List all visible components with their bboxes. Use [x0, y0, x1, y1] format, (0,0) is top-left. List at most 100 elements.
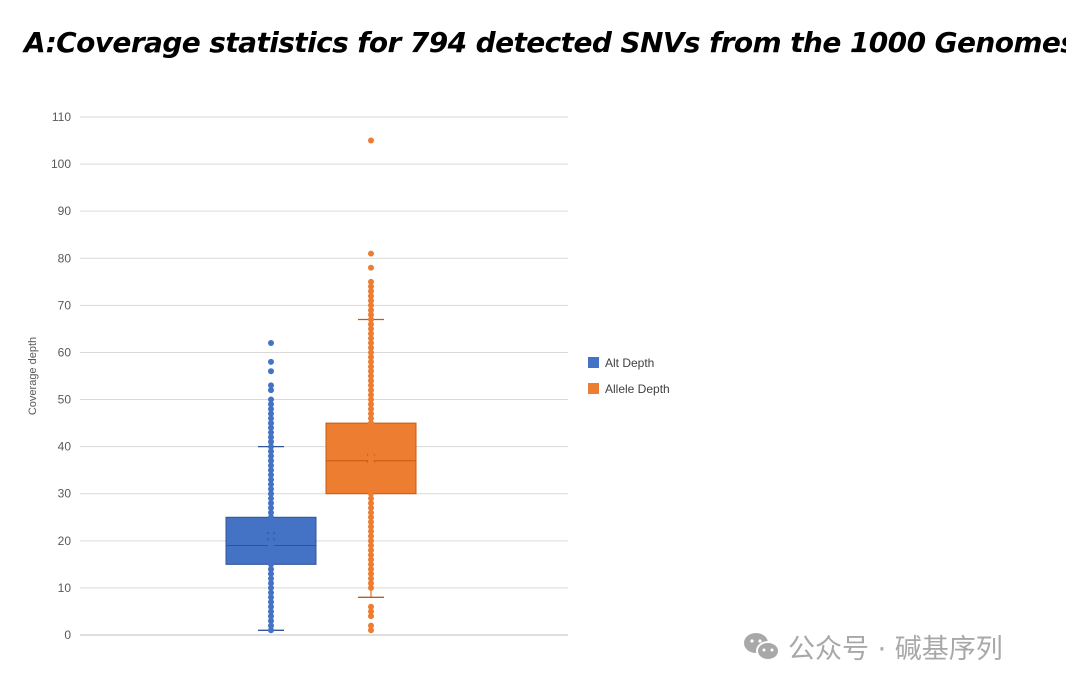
data-point [268, 608, 274, 615]
data-point [268, 622, 274, 629]
data-point [368, 514, 374, 521]
y-tick-label: 20 [58, 534, 72, 548]
data-point [268, 438, 274, 445]
data-point [268, 627, 274, 634]
data-point [368, 311, 374, 318]
data-point [268, 566, 274, 573]
data-point [368, 622, 374, 629]
data-point [268, 429, 274, 436]
data-point [268, 424, 274, 431]
data-point [368, 481, 374, 488]
data-point [368, 561, 374, 568]
y-tick-label: 70 [58, 298, 72, 312]
data-point [368, 448, 374, 455]
data-point [268, 523, 274, 530]
data-point [368, 307, 374, 314]
data-point [268, 358, 274, 365]
data-point [368, 457, 374, 464]
data-point [268, 575, 274, 582]
data-point [368, 387, 374, 394]
data-point [268, 533, 274, 540]
data-point [368, 575, 374, 582]
data-point [368, 495, 374, 502]
data-point [268, 547, 274, 554]
data-point [268, 467, 274, 474]
y-tick-label: 110 [52, 110, 71, 124]
data-point [368, 627, 374, 634]
data-point [368, 500, 374, 507]
data-point [268, 490, 274, 497]
data-point [368, 297, 374, 304]
y-axis-label: Coverage depth [27, 337, 39, 415]
data-point [268, 448, 274, 455]
data-point [268, 556, 274, 563]
data-point [268, 410, 274, 417]
data-point [268, 509, 274, 516]
data-point [268, 443, 274, 450]
legend-swatch [588, 357, 599, 368]
data-point [368, 250, 374, 257]
y-tick-label: 60 [58, 345, 72, 359]
data-point [268, 603, 274, 610]
data-point [268, 528, 274, 535]
data-point [368, 518, 374, 525]
data-point [368, 316, 374, 323]
data-point [368, 344, 374, 351]
data-point [368, 613, 374, 620]
y-tick-label: 90 [58, 204, 72, 218]
y-tick-label: 30 [58, 487, 72, 501]
data-point [368, 486, 374, 493]
data-point [368, 429, 374, 436]
data-point [368, 424, 374, 431]
data-point [268, 420, 274, 427]
data-point [368, 264, 374, 271]
data-point [368, 288, 374, 295]
data-point [368, 528, 374, 535]
data-point [368, 462, 374, 469]
data-point [268, 434, 274, 441]
data-point [268, 570, 274, 577]
data-point [368, 533, 374, 540]
data-point [368, 438, 374, 445]
data-point [268, 599, 274, 606]
data-point [368, 542, 374, 549]
data-point [268, 617, 274, 624]
data-point [268, 486, 274, 493]
y-tick-label: 50 [58, 393, 72, 407]
data-point [368, 476, 374, 483]
data-point [268, 387, 274, 394]
data-point [268, 495, 274, 502]
data-point [268, 594, 274, 601]
data-point [368, 292, 374, 299]
data-point [268, 340, 274, 347]
data-point [368, 566, 374, 573]
data-point [368, 443, 374, 450]
data-point [368, 551, 374, 558]
data-point [368, 354, 374, 361]
legend-swatch [588, 383, 599, 394]
data-point [368, 608, 374, 615]
data-point [268, 504, 274, 511]
data-point [368, 396, 374, 403]
data-point [368, 349, 374, 356]
data-point [268, 537, 274, 544]
y-tick-label: 80 [58, 251, 72, 265]
y-tick-label: 40 [58, 440, 72, 454]
data-point [368, 467, 374, 474]
data-point [268, 518, 274, 525]
data-point [268, 396, 274, 403]
data-point [368, 401, 374, 408]
data-point [368, 415, 374, 422]
data-point [268, 589, 274, 596]
data-point [368, 523, 374, 530]
data-point [368, 509, 374, 516]
data-point [368, 363, 374, 370]
data-point [368, 490, 374, 497]
data-point [368, 434, 374, 441]
data-point [368, 321, 374, 328]
data-point [268, 457, 274, 464]
data-point [368, 358, 374, 365]
data-point [368, 580, 374, 587]
data-point [368, 420, 374, 427]
